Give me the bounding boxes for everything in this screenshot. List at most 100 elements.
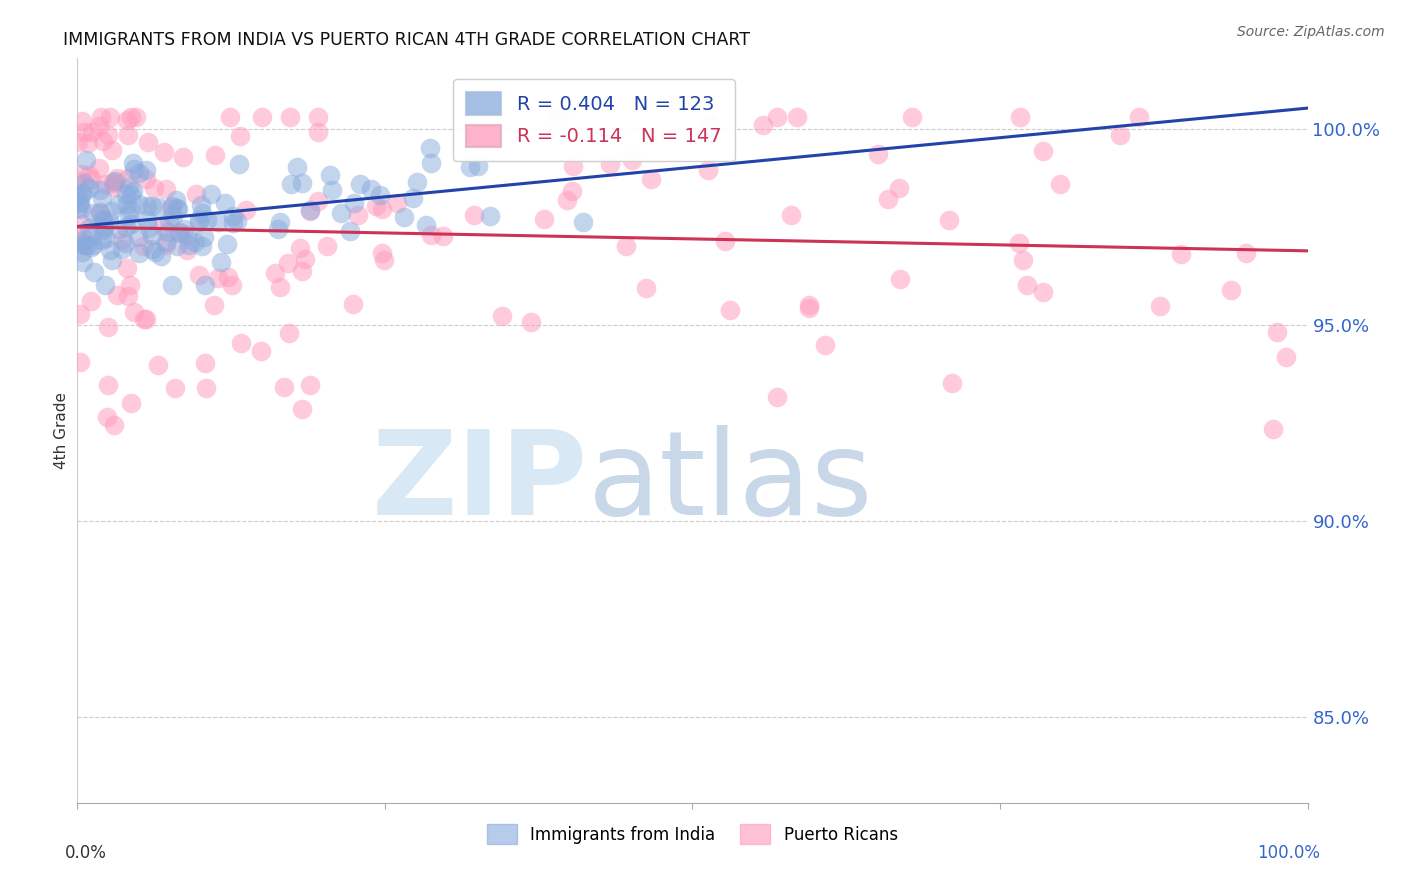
Point	[122, 161, 145, 176]
Point	[799, 298, 821, 312]
Point	[169, 226, 191, 240]
Point	[640, 171, 662, 186]
Point	[368, 187, 391, 202]
Point	[72, 114, 94, 128]
Point	[176, 244, 198, 258]
Point	[1015, 277, 1038, 292]
Point	[299, 203, 322, 218]
Point	[941, 376, 963, 391]
Point	[599, 156, 621, 170]
Point	[91, 214, 114, 228]
Point	[76, 238, 98, 252]
Point	[228, 128, 250, 143]
Point	[561, 160, 583, 174]
Point	[364, 199, 387, 213]
Text: ZIP: ZIP	[371, 425, 588, 540]
Point	[219, 110, 242, 124]
Point	[202, 298, 225, 312]
Point	[100, 203, 122, 218]
Point	[121, 155, 143, 169]
Point	[190, 198, 212, 212]
Point	[153, 145, 176, 159]
Point	[124, 305, 146, 319]
Point	[385, 196, 408, 211]
Point	[194, 278, 217, 293]
Point	[207, 215, 229, 229]
Point	[696, 163, 718, 178]
Point	[406, 175, 429, 189]
Point	[264, 266, 287, 280]
Point	[269, 215, 291, 229]
Point	[616, 238, 638, 252]
Point	[128, 246, 150, 260]
Point	[117, 260, 139, 275]
Point	[118, 277, 141, 292]
Point	[766, 390, 789, 404]
Point	[285, 160, 308, 174]
Point	[1032, 145, 1054, 159]
Point	[77, 168, 100, 182]
Point	[135, 171, 157, 186]
Point	[1234, 246, 1257, 260]
Point	[349, 177, 371, 191]
Point	[82, 238, 104, 252]
Point	[222, 210, 245, 224]
Point	[339, 224, 361, 238]
Point	[177, 238, 200, 252]
Point	[80, 293, 103, 308]
Point	[1012, 252, 1035, 267]
Point	[70, 186, 93, 201]
Point	[887, 181, 910, 195]
Point	[561, 184, 583, 198]
Point	[165, 193, 187, 207]
Point	[1010, 110, 1032, 124]
Point	[146, 200, 169, 214]
Point	[97, 319, 120, 334]
Point	[298, 378, 321, 392]
Point	[463, 208, 485, 222]
Point	[101, 253, 124, 268]
Point	[419, 141, 441, 155]
Point	[103, 418, 125, 433]
Point	[321, 183, 343, 197]
Point	[278, 110, 301, 124]
Point	[69, 307, 91, 321]
Point	[343, 195, 366, 210]
Point	[132, 312, 155, 326]
Point	[73, 125, 96, 139]
Point	[291, 177, 314, 191]
Point	[72, 238, 94, 252]
Point	[135, 312, 157, 326]
Point	[938, 213, 960, 227]
Point	[167, 227, 190, 241]
Point	[69, 234, 91, 248]
Point	[66, 190, 89, 204]
Point	[1149, 299, 1171, 313]
Point	[103, 174, 125, 188]
Point	[80, 171, 103, 186]
Point	[77, 181, 100, 195]
Point	[80, 240, 103, 254]
Point	[752, 118, 775, 132]
Point	[779, 208, 801, 222]
Point	[221, 278, 243, 293]
Point	[77, 221, 100, 235]
Point	[120, 396, 142, 410]
Point	[555, 194, 578, 208]
Point	[572, 215, 595, 229]
Point	[72, 236, 94, 251]
Point	[117, 171, 139, 186]
Text: IMMIGRANTS FROM INDIA VS PUERTO RICAN 4TH GRADE CORRELATION CHART: IMMIGRANTS FROM INDIA VS PUERTO RICAN 4T…	[63, 31, 751, 49]
Point	[98, 110, 121, 124]
Point	[115, 197, 138, 211]
Point	[117, 128, 139, 142]
Point	[713, 234, 735, 248]
Point	[165, 381, 187, 395]
Point	[370, 202, 392, 217]
Point	[98, 243, 121, 257]
Point	[458, 160, 481, 174]
Point	[1170, 247, 1192, 261]
Point	[72, 231, 94, 245]
Point	[96, 410, 118, 425]
Point	[1128, 110, 1150, 124]
